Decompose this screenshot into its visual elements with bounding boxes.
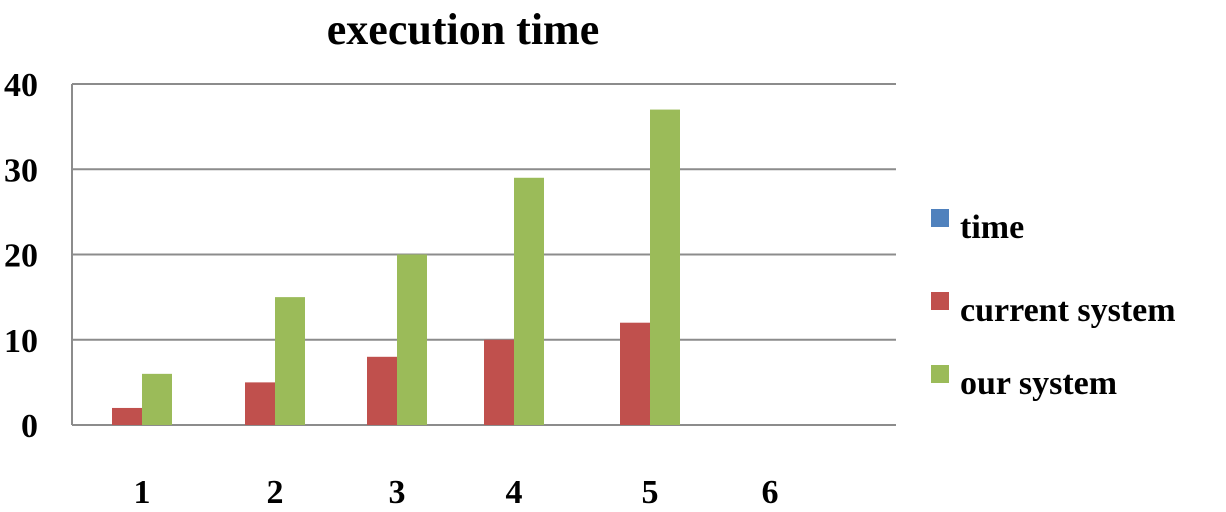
y-tick-label: 20 bbox=[4, 238, 38, 275]
y-tick-label: 0 bbox=[21, 408, 38, 445]
y-tick-label: 10 bbox=[4, 323, 38, 360]
gridlines bbox=[71, 83, 896, 426]
x-tick-label: 1 bbox=[134, 474, 151, 511]
bar-our-system-4 bbox=[514, 177, 544, 425]
y-tick-label: 40 bbox=[4, 67, 38, 104]
bar-current-system-1 bbox=[112, 407, 142, 425]
chart-title: execution time bbox=[327, 5, 599, 54]
bar-our-system-3 bbox=[397, 254, 427, 425]
bars bbox=[112, 109, 680, 425]
x-tick-label: 2 bbox=[267, 474, 284, 511]
bar-current-system-4 bbox=[484, 339, 514, 425]
x-tick-label: 4 bbox=[506, 474, 523, 511]
bar-our-system-1 bbox=[142, 373, 172, 425]
bar-current-system-5 bbox=[620, 322, 650, 425]
legend: time current system our system bbox=[931, 209, 1176, 402]
bar-our-system-2 bbox=[275, 297, 305, 425]
legend-swatch bbox=[931, 209, 949, 227]
y-tick-label: 30 bbox=[4, 152, 38, 189]
bar-our-system-5 bbox=[650, 109, 680, 425]
bar-current-system-2 bbox=[245, 382, 275, 425]
y-axis-ticks: 0 10 20 30 40 bbox=[4, 67, 38, 445]
x-tick-label: 6 bbox=[762, 474, 779, 511]
legend-label: time bbox=[960, 209, 1024, 246]
legend-swatch bbox=[931, 365, 949, 383]
legend-label: our system bbox=[960, 365, 1117, 402]
x-tick-label: 3 bbox=[389, 474, 406, 511]
legend-label: current system bbox=[960, 292, 1176, 329]
bar-current-system-3 bbox=[367, 356, 397, 425]
x-axis-ticks: 1 2 3 4 5 6 bbox=[134, 474, 779, 511]
legend-swatch bbox=[931, 292, 949, 310]
x-tick-label: 5 bbox=[642, 474, 659, 511]
